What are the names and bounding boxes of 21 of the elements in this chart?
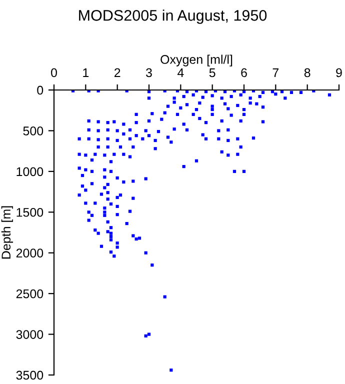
x-axis-title: Oxygen [ml/l] [160,54,232,66]
y-axis-title: Depth [m] [1,206,13,259]
y-tick-label: 1000 [16,167,44,176]
x-tick-label: 9 [336,68,342,78]
x-tick-label: 5 [209,68,216,78]
y-tick-label: 1500 [16,208,44,217]
y-tick-label: 0 [37,86,44,95]
y-tick-label: 2500 [16,289,44,298]
x-tick-label: 0 [51,68,57,78]
x-tick-label: 3 [146,68,152,78]
y-tick-label: 3000 [16,330,44,339]
chart-title: MODS2005 in August, 1950 [79,10,267,24]
x-tick-label: 6 [241,68,247,78]
y-tick-label: 500 [23,126,44,136]
x-tick-label: 7 [272,68,279,77]
x-tick-label: 2 [114,68,120,77]
x-tick-label: 1 [83,68,89,77]
y-tick-label: 3500 [16,370,44,380]
x-tick-label: 4 [177,68,184,77]
y-tick-label: 2000 [16,248,44,258]
x-tick-label: 8 [304,68,310,78]
